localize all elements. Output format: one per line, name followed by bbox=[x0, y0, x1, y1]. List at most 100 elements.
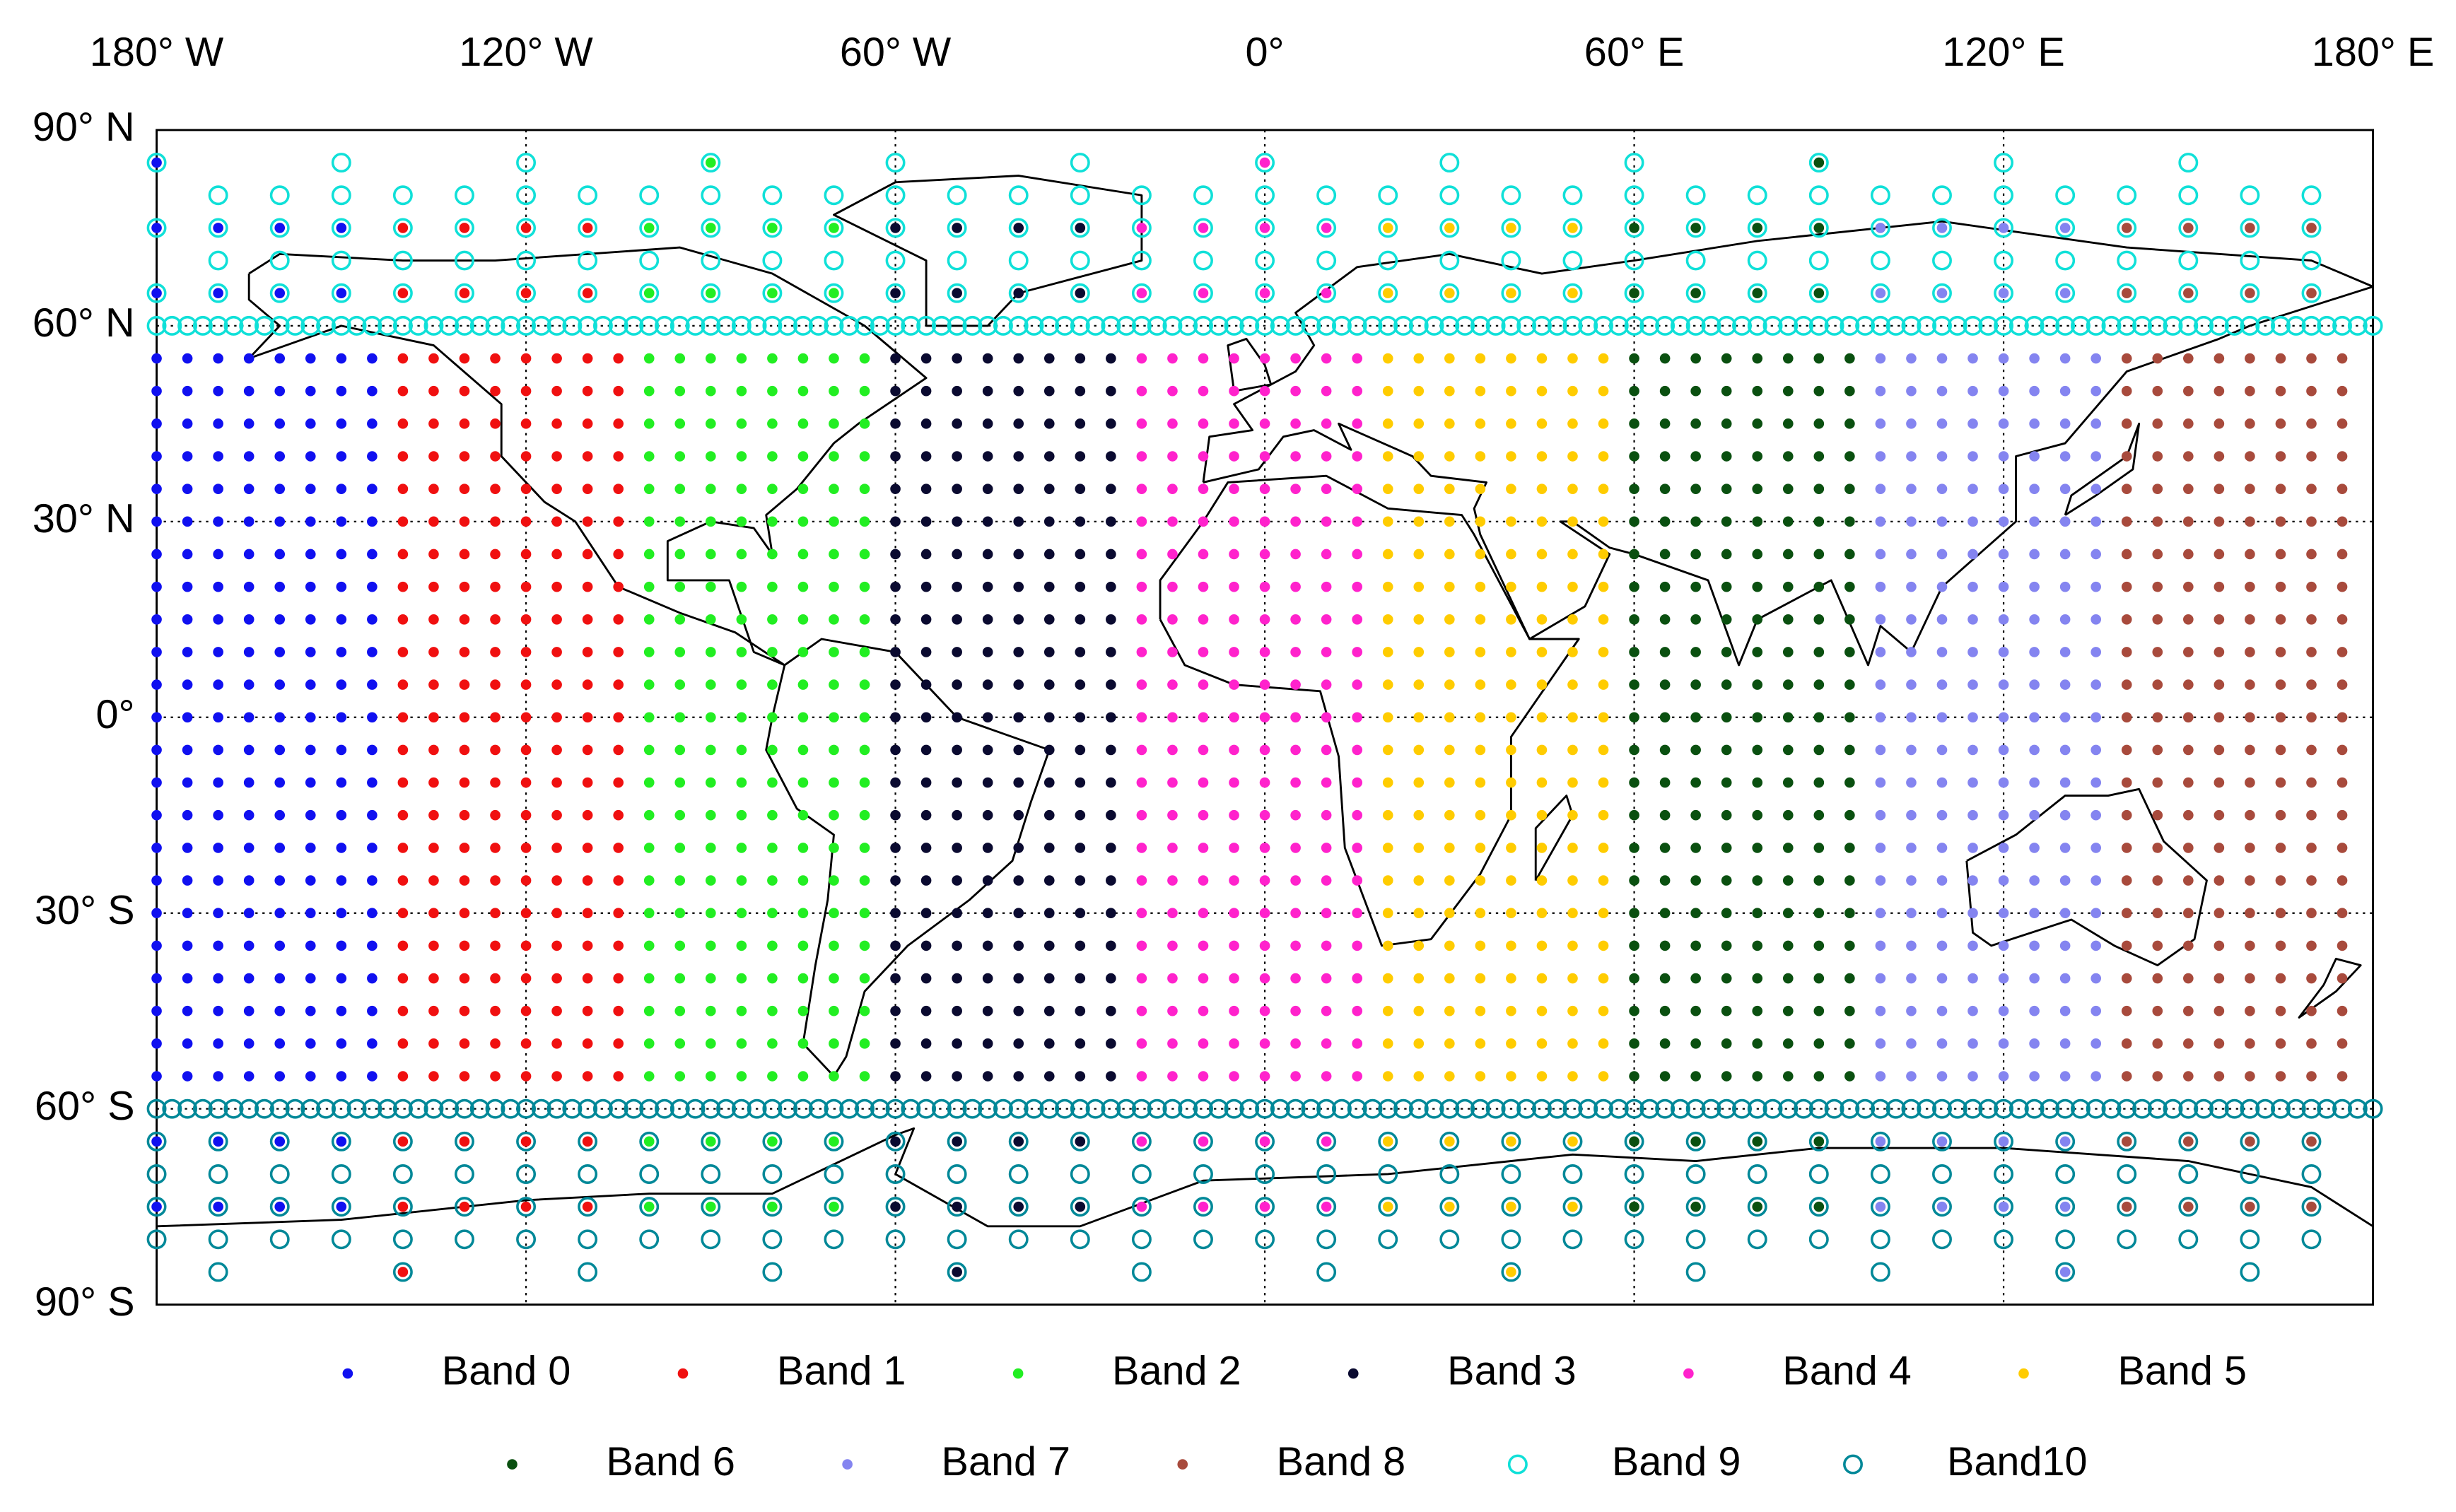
point bbox=[1870, 1098, 1890, 1119]
point bbox=[1598, 418, 1609, 429]
point bbox=[736, 353, 747, 364]
point bbox=[2337, 614, 2348, 625]
point bbox=[767, 288, 778, 299]
point bbox=[1659, 940, 1671, 951]
point bbox=[1536, 484, 1548, 494]
point bbox=[1794, 315, 1814, 336]
point bbox=[397, 288, 409, 299]
point bbox=[1321, 451, 1332, 462]
point bbox=[1475, 549, 1486, 560]
point bbox=[643, 223, 655, 233]
point bbox=[331, 218, 351, 238]
point bbox=[1932, 250, 1952, 271]
point bbox=[982, 484, 993, 494]
point bbox=[1444, 679, 1455, 690]
x-tick-label: 0° bbox=[1246, 30, 1285, 75]
point bbox=[2055, 250, 2076, 271]
point bbox=[1782, 679, 1794, 690]
point bbox=[316, 1098, 336, 1119]
point bbox=[824, 315, 844, 336]
point bbox=[2152, 516, 2163, 527]
point bbox=[2275, 973, 2286, 984]
point bbox=[367, 614, 378, 625]
point bbox=[890, 875, 901, 886]
point bbox=[1475, 418, 1486, 429]
point bbox=[578, 218, 598, 238]
coastline bbox=[1159, 474, 1580, 947]
point bbox=[2152, 809, 2163, 821]
point bbox=[1670, 1098, 1690, 1119]
point bbox=[243, 908, 255, 919]
point bbox=[1778, 1098, 1799, 1119]
point bbox=[269, 315, 290, 336]
point bbox=[274, 973, 286, 984]
point bbox=[1536, 744, 1548, 756]
point bbox=[931, 1098, 952, 1119]
point bbox=[1290, 940, 1301, 951]
point bbox=[1752, 777, 1763, 788]
point bbox=[1782, 908, 1794, 919]
point bbox=[520, 809, 532, 821]
point bbox=[1070, 185, 1090, 206]
point bbox=[2214, 908, 2225, 919]
point bbox=[1075, 744, 1086, 756]
point bbox=[1301, 1098, 1321, 1119]
point bbox=[1594, 1098, 1613, 1119]
point bbox=[1844, 1005, 1855, 1016]
point bbox=[2090, 809, 2102, 821]
point bbox=[213, 843, 223, 853]
point bbox=[613, 1005, 624, 1016]
point bbox=[2214, 451, 2225, 462]
point bbox=[1352, 809, 1363, 821]
point bbox=[1439, 153, 1460, 173]
point bbox=[274, 581, 286, 592]
point bbox=[162, 1098, 182, 1119]
point bbox=[993, 1098, 1013, 1119]
point bbox=[2214, 1038, 2225, 1049]
point bbox=[767, 549, 778, 560]
point bbox=[1685, 283, 1706, 303]
point bbox=[1444, 451, 1455, 462]
point bbox=[213, 1071, 223, 1082]
point bbox=[2245, 777, 2255, 788]
point bbox=[1967, 875, 1978, 886]
point bbox=[151, 647, 162, 657]
point bbox=[182, 908, 193, 919]
point bbox=[685, 315, 706, 336]
point bbox=[269, 1164, 290, 1184]
point bbox=[274, 647, 286, 657]
point bbox=[982, 744, 993, 756]
point bbox=[213, 484, 223, 494]
point bbox=[2178, 283, 2199, 303]
point bbox=[2059, 908, 2071, 919]
point bbox=[1075, 223, 1086, 233]
legend-label: Band 2 bbox=[1112, 1348, 1241, 1393]
point bbox=[1136, 614, 1147, 625]
point bbox=[367, 353, 378, 364]
point bbox=[2183, 581, 2194, 592]
point bbox=[455, 1164, 474, 1184]
point bbox=[1131, 185, 1152, 206]
point bbox=[2301, 218, 2322, 238]
point bbox=[916, 315, 937, 336]
point bbox=[1106, 581, 1116, 592]
point bbox=[2214, 581, 2225, 592]
point bbox=[459, 973, 470, 984]
point bbox=[824, 218, 844, 238]
point bbox=[1536, 809, 1548, 821]
point bbox=[1259, 973, 1270, 984]
point bbox=[2194, 1098, 2214, 1119]
point bbox=[1362, 315, 1383, 336]
point bbox=[1439, 250, 1460, 271]
point bbox=[2337, 973, 2348, 984]
point bbox=[2178, 1197, 2199, 1217]
point bbox=[2306, 940, 2317, 951]
point bbox=[1255, 283, 1275, 303]
point bbox=[2301, 1197, 2322, 1217]
point bbox=[1290, 581, 1301, 592]
point bbox=[1013, 418, 1024, 429]
point bbox=[2270, 1098, 2291, 1119]
point bbox=[947, 1098, 967, 1119]
point bbox=[890, 744, 901, 756]
point bbox=[1567, 1071, 1578, 1082]
